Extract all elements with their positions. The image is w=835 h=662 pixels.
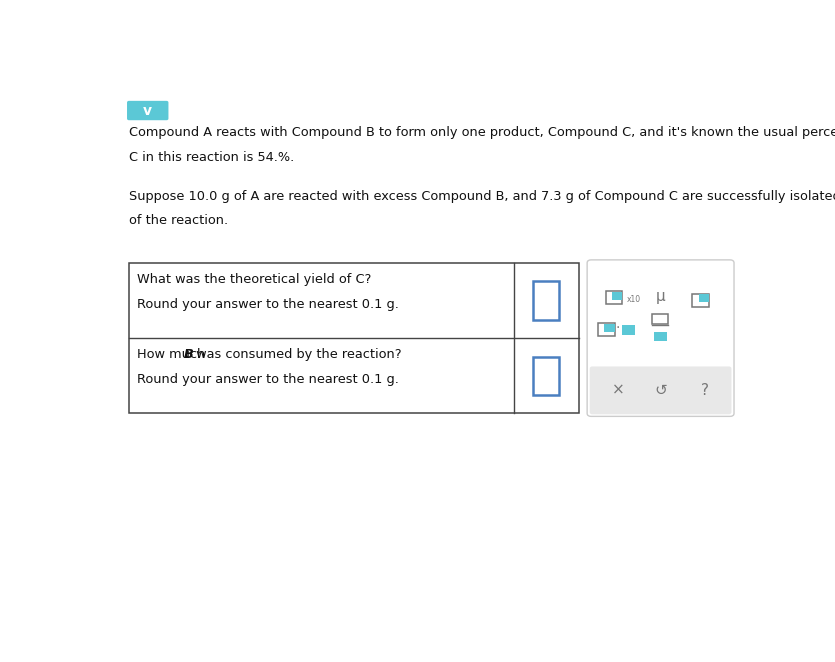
FancyBboxPatch shape	[622, 325, 635, 335]
Text: B: B	[184, 348, 194, 361]
Text: x10: x10	[627, 295, 641, 304]
Text: Suppose 10.0 g of A are reacted with excess Compound B, and 7.3 g of Compound C : Suppose 10.0 g of A are reacted with exc…	[129, 190, 835, 203]
FancyBboxPatch shape	[534, 357, 559, 395]
Text: What was the theoretical yield of C?: What was the theoretical yield of C?	[137, 273, 371, 286]
Text: μ: μ	[655, 289, 665, 304]
Text: C in this reaction is 54.%.: C in this reaction is 54.%.	[129, 151, 294, 164]
Text: How much: How much	[137, 348, 209, 361]
FancyBboxPatch shape	[604, 324, 615, 332]
FancyBboxPatch shape	[534, 281, 559, 320]
Text: ?: ?	[701, 383, 709, 398]
FancyBboxPatch shape	[651, 314, 668, 324]
FancyBboxPatch shape	[654, 332, 667, 340]
Text: was consumed by the reaction?: was consumed by the reaction?	[192, 348, 402, 361]
FancyBboxPatch shape	[590, 367, 731, 414]
FancyBboxPatch shape	[699, 294, 709, 302]
Text: v: v	[144, 103, 152, 118]
Text: ×: ×	[612, 383, 625, 398]
Text: ↺: ↺	[654, 383, 667, 398]
FancyBboxPatch shape	[612, 292, 622, 300]
Text: of the reaction.: of the reaction.	[129, 214, 228, 228]
Text: Round your answer to the nearest 0.1 g.: Round your answer to the nearest 0.1 g.	[137, 373, 398, 386]
Text: Round your answer to the nearest 0.1 g.: Round your answer to the nearest 0.1 g.	[137, 298, 398, 310]
FancyBboxPatch shape	[587, 260, 734, 416]
FancyBboxPatch shape	[598, 323, 615, 336]
FancyBboxPatch shape	[127, 101, 169, 120]
Text: Compound A reacts with Compound B to form only one product, Compound C, and it's: Compound A reacts with Compound B to for…	[129, 126, 835, 139]
FancyBboxPatch shape	[692, 294, 709, 307]
Text: ·: ·	[615, 321, 620, 336]
FancyBboxPatch shape	[129, 263, 579, 413]
FancyBboxPatch shape	[606, 291, 622, 304]
